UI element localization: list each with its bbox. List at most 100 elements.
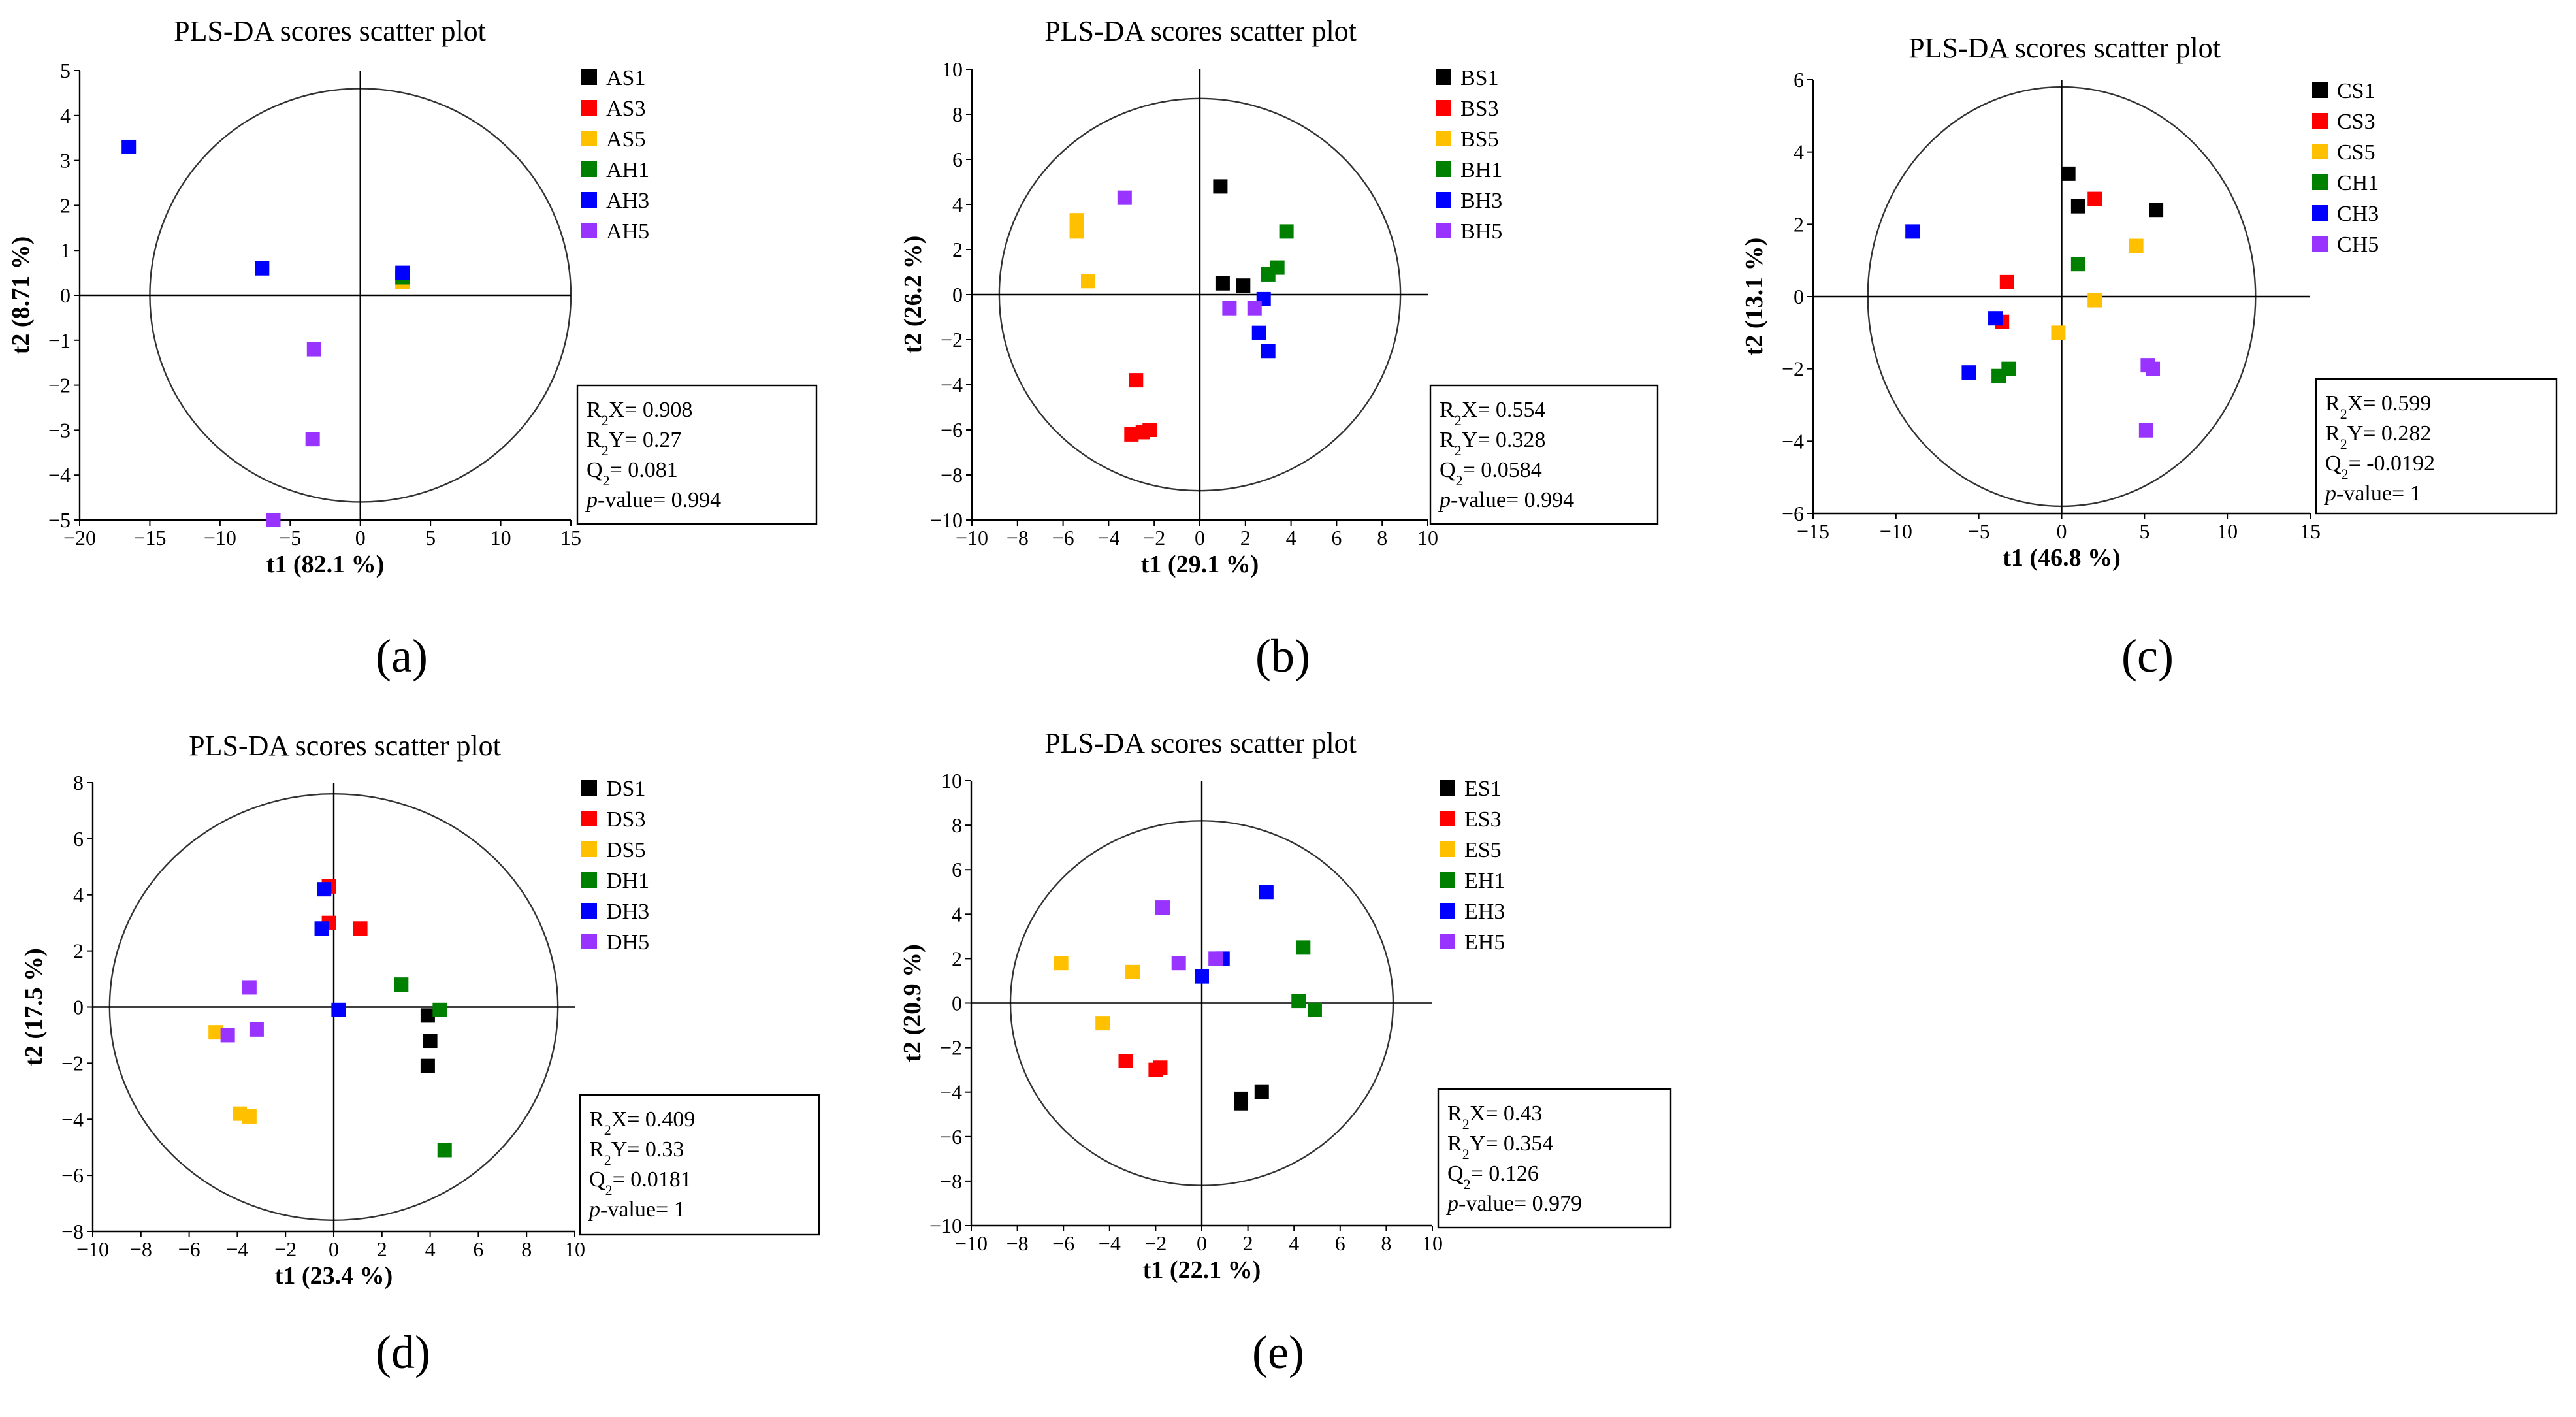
y-tick-label: 0	[1794, 285, 1804, 308]
data-point-ah3	[255, 261, 270, 276]
legend-label-eh3: EH3	[1464, 900, 1505, 924]
data-point-bs5	[1080, 274, 1095, 289]
y-tick-label: 8	[73, 771, 84, 794]
y-tick-label: 1	[60, 238, 71, 262]
y-tick-label: −10	[929, 1214, 962, 1237]
stats-pvalue: p-value= 1	[2324, 481, 2421, 506]
legend-swatch-eh1	[1440, 872, 1455, 888]
y-tick-label: −4	[941, 373, 963, 397]
x-tick-label: −10	[1880, 519, 1912, 543]
chart-title: PLS-DA scores scatter plot	[1044, 727, 1357, 759]
legend-label-eh5: EH5	[1464, 930, 1505, 954]
data-point-eh1	[1307, 1002, 1322, 1017]
data-point-ch1	[1991, 368, 2006, 383]
y-tick-label: −8	[61, 1220, 84, 1243]
legend-swatch-eh5	[1440, 934, 1455, 949]
data-point-dh1	[432, 1002, 447, 1017]
y-tick-label: 2	[952, 238, 963, 261]
stats-pvalue: p-value= 0.979	[1446, 1192, 1582, 1216]
y-axis-label: t2 (26.2 %)	[899, 236, 927, 353]
legend-swatch-es5	[1440, 841, 1455, 857]
legend-label-bs5: BS5	[1460, 127, 1499, 152]
data-point-bs1	[1215, 276, 1230, 291]
legend-label-ah3: AH3	[606, 189, 649, 213]
x-tick-label: −8	[1006, 1231, 1029, 1255]
data-point-bh5	[1117, 190, 1132, 205]
data-point-eh1	[1291, 994, 1306, 1009]
x-tick-label: 6	[1335, 1231, 1345, 1255]
legend-swatch-bs1	[1436, 69, 1451, 85]
data-point-es5	[1095, 1016, 1110, 1031]
data-point-eh3	[1195, 969, 1209, 984]
y-tick-label: −4	[61, 1107, 84, 1131]
legend-swatch-ah1	[581, 161, 597, 177]
data-point-eh5	[1208, 951, 1223, 966]
data-point-ah5	[266, 513, 281, 527]
legend-label-ch3: CH3	[2337, 202, 2379, 226]
data-point-ds3	[353, 921, 368, 936]
data-point-eh5	[1155, 900, 1170, 915]
y-tick-label: −2	[61, 1051, 84, 1075]
x-tick-label: −10	[955, 1231, 988, 1255]
legend-label-ch1: CH1	[2337, 171, 2379, 195]
y-tick-label: −2	[941, 328, 963, 351]
data-point-ch3	[1961, 365, 1976, 380]
legend-swatch-cs5	[2312, 144, 2328, 159]
data-point-cs5	[2051, 325, 2066, 340]
legend-label-es5: ES5	[1464, 838, 1502, 862]
data-point-bs3	[1142, 423, 1157, 437]
x-tick-label: 4	[1289, 1231, 1299, 1255]
y-tick-label: −4	[940, 1081, 962, 1104]
data-point-cs3	[2087, 191, 2102, 206]
x-tick-label: 10	[2217, 519, 2238, 543]
x-tick-label: 8	[521, 1237, 532, 1261]
y-axis-label: t2 (13.1 %)	[1741, 238, 1768, 355]
legend-label-ds1: DS1	[606, 777, 645, 801]
data-point-cs3	[1999, 274, 2014, 289]
legend-label-ds3: DS3	[606, 807, 645, 832]
data-point-eh1	[1296, 940, 1311, 955]
legend-label-es3: ES3	[1464, 807, 1502, 832]
x-axis-label: t1 (82.1 %)	[266, 551, 384, 578]
data-point-ah3	[121, 139, 137, 154]
legend-swatch-ah5	[581, 223, 597, 238]
legend-swatch-bh1	[1436, 161, 1451, 177]
data-point-ds1	[420, 1058, 435, 1073]
data-point-ds5	[242, 1109, 257, 1124]
legend-swatch-bh5	[1436, 223, 1451, 238]
y-tick-label: 0	[60, 284, 71, 307]
legend-label-as1: AS1	[606, 66, 645, 90]
data-point-eh3	[1259, 885, 1274, 900]
legend-label-bh1: BH1	[1460, 158, 1502, 182]
y-tick-label: 0	[73, 996, 84, 1019]
legend-swatch-es3	[1440, 811, 1455, 826]
y-tick-label: −5	[48, 508, 71, 532]
x-tick-label: −5	[279, 526, 301, 549]
legend-swatch-dh1	[581, 872, 597, 888]
data-point-dh3	[314, 921, 329, 936]
legend-swatch-cs1	[2312, 82, 2328, 98]
stats-box-frame	[2315, 378, 2558, 515]
data-point-ah5	[306, 342, 321, 357]
panel-4: PLS-DA scores scatter plot−10 −8 −6 −4 −2 0 2 4…	[20, 730, 820, 1378]
data-point-dh1	[437, 1143, 452, 1158]
data-point-bh1	[1261, 267, 1276, 282]
data-point-bh3	[1251, 325, 1266, 340]
legend-label-ah1: AH1	[606, 158, 649, 182]
x-tick-label: 2	[1240, 526, 1251, 549]
legend-swatch-es1	[1440, 780, 1455, 796]
data-point-bs1	[1213, 179, 1228, 194]
data-point-ch5	[2138, 423, 2153, 438]
panel-1: PLS-DA scores scatter plot−20 −15 −10 −5 0 5 1…	[7, 15, 818, 682]
panel-label: (e)	[1252, 1326, 1304, 1378]
y-tick-label: −6	[940, 1125, 962, 1148]
chart-title: PLS-DA scores scatter plot	[1908, 32, 2221, 64]
legend-label-cs3: CS3	[2337, 110, 2375, 134]
data-point-eh5	[1171, 956, 1186, 971]
legend-swatch-as1	[581, 69, 597, 85]
x-tick-label: −10	[76, 1237, 109, 1261]
data-point-dh5	[220, 1028, 235, 1043]
legend: DS1 DS3 DS5 DH1 DH3 DH5	[581, 777, 649, 954]
